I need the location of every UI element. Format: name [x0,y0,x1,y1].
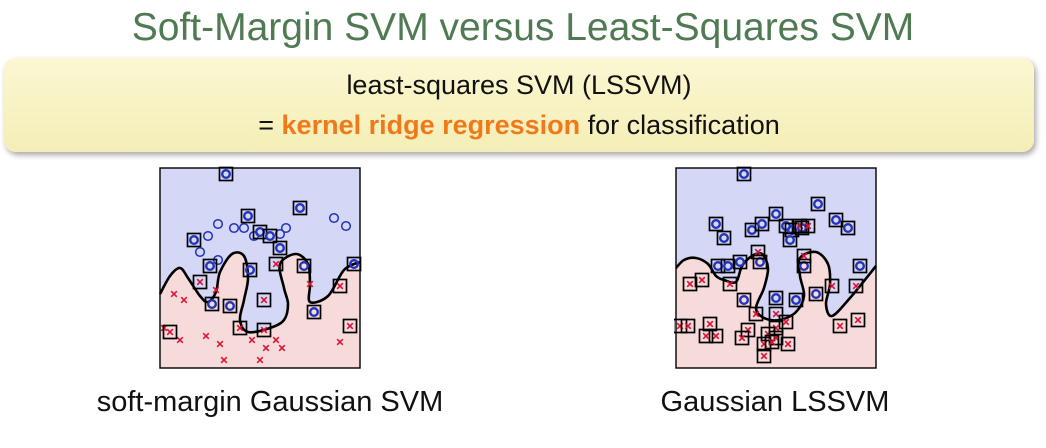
support-vector-cross [694,272,710,288]
support-vector-circle [852,258,868,274]
support-vector-cross [850,312,866,328]
support-vector-circle [808,286,824,302]
cross-point [256,356,264,364]
cross-point [306,280,314,288]
circle-point [194,246,206,258]
highlight-kernel-ridge-regression: kernel ridge regression [281,110,581,140]
support-vector-circle [242,262,258,278]
decision-boundary [675,250,878,322]
support-vector-cross [722,276,738,292]
support-vector-cross [268,256,284,272]
support-vector-cross [698,328,714,344]
support-vector-cross [780,336,796,352]
circle-point [340,220,352,232]
positive-region [676,168,876,321]
circle-point [212,218,224,230]
support-vector-circle [272,240,288,256]
support-vector-circle [716,230,732,246]
support-vector-circle [222,298,238,314]
support-vector-circle [296,258,312,274]
support-vector-cross [256,322,272,338]
support-vector-cross [680,318,696,334]
cross-point [272,336,280,344]
cross-point [212,286,220,294]
definition-line-1: least-squares SVM (LSSVM) [346,70,692,100]
soft-margin-svm-plot [158,166,362,369]
circle-point [202,230,214,242]
support-vector-cross [232,320,248,336]
caption-gaussian-lssvm: Gaussian LSSVM [660,386,890,418]
definition-box: least-squares SVM (LSSVM) = kernel ridge… [4,58,1034,152]
circle-point [238,222,250,234]
support-vector-cross [342,318,358,334]
support-vector-circle [240,208,256,224]
support-vector-cross [848,278,864,294]
circle-point [228,222,240,234]
support-vector-circle [292,200,308,216]
lssvm-plot [674,166,878,369]
decision-boundary [158,251,361,334]
support-vector-circle [204,296,220,312]
support-vector-circle [782,232,798,248]
support-vector-cross [800,218,816,234]
support-vector-cross [192,274,208,290]
cross-point [180,296,188,304]
support-vector-cross [332,278,348,294]
support-vector-cross [750,244,766,260]
definition-prefix: = [258,110,282,140]
support-vector-circle [840,220,856,236]
cross-point [216,340,224,348]
support-vector-circle [202,258,218,274]
support-vector-cross [832,318,848,334]
support-vector-cross [734,330,750,346]
cross-point [220,356,228,364]
support-vector-cross [796,248,812,264]
support-vector-circle [708,216,724,232]
cross-point [336,338,344,346]
cross-point [176,336,184,344]
circle-point [280,222,292,234]
support-vector-circle [736,292,752,308]
support-vector-circle [186,232,202,248]
definition-line-2: = kernel ridge regression for classifica… [4,110,1034,141]
cross-point [262,344,270,352]
support-vector-cross [764,334,780,350]
cross-point [202,332,210,340]
support-vector-circle [768,206,784,222]
support-vector-circle [732,254,748,270]
support-vector-circle [828,212,844,228]
support-vector-cross [768,306,784,322]
support-vector-cross [708,328,724,344]
support-vector-circle [306,304,322,320]
circle-point [328,212,340,224]
cross-point [278,344,286,352]
cross-point [170,290,178,298]
support-vector-cross [824,278,840,294]
caption-soft-margin-svm: soft-margin Gaussian SVM [96,386,444,418]
support-vector-circle [262,228,278,244]
support-vector-cross [756,348,772,364]
support-vector-cross [682,276,698,292]
slide-title: Soft-Margin SVM versus Least-Squares SVM [131,6,915,49]
support-vector-cross [256,292,272,308]
support-vector-circle [768,290,784,306]
plot-frame [159,167,361,369]
support-vector-circle [720,258,736,274]
support-vector-circle [788,292,804,308]
cross-point [248,336,256,344]
support-vector-circle [754,216,770,232]
support-vector-circle [810,196,826,212]
support-vector-cross [748,306,764,322]
plot-frame [675,167,877,369]
definition-suffix: for classification [580,110,780,140]
support-vector-cross [162,324,178,340]
